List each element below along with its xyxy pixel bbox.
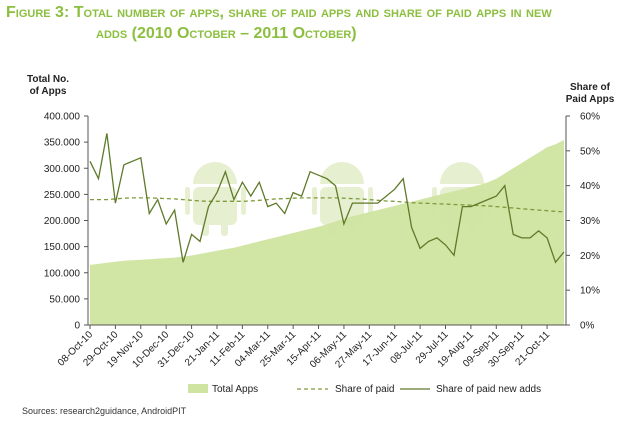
legend-label-share-of-paid-new-adds: Share of paid new adds (436, 384, 541, 395)
left-tick-label: 250.000 (44, 190, 81, 201)
legend-label-total-apps: Total Apps (212, 384, 258, 395)
left-tick-label: 350.000 (44, 138, 81, 149)
legend-swatch-total-apps (188, 384, 208, 393)
series-total-apps-area (90, 140, 564, 325)
right-tick-label: 10% (580, 286, 600, 297)
android-watermark-icon (185, 162, 246, 236)
left-tick-label: 0 (74, 321, 80, 332)
left-tick-label: 300.000 (44, 164, 81, 175)
left-tick-label: 400.000 (44, 112, 81, 123)
right-tick-label: 60% (580, 112, 600, 123)
figure-caption: Figure 3: Total number of apps, share of… (6, 2, 636, 44)
legend-label-share-of-paid: Share of paid (335, 384, 395, 395)
figure-number: Figure 3: (6, 4, 70, 21)
series-share-of-paid-line (90, 197, 565, 213)
source-note: Sources: research2guidance, AndroidPIT (22, 406, 187, 416)
left-axis-title: Total No. (27, 74, 69, 85)
series-share-of-paid-new-adds-line (89, 133, 565, 264)
left-tick-label: 50.000 (49, 294, 80, 305)
figure-title-line-2: adds (2010 October – 2011 October) (96, 25, 357, 42)
figure-title-line-1: Total number of apps, share of paid apps… (73, 4, 552, 21)
right-tick-label: 30% (580, 216, 600, 227)
right-axis-title: Share of (570, 82, 611, 93)
right-tick-label: 20% (580, 251, 600, 262)
left-axis-title: of Apps (30, 86, 67, 97)
left-tick-label: 100.000 (44, 268, 81, 279)
right-tick-label: 40% (580, 181, 600, 192)
right-tick-label: 0% (580, 321, 595, 332)
right-tick-label: 50% (580, 146, 600, 157)
right-axis-title: Paid Apps (566, 94, 615, 105)
left-tick-label: 150.000 (44, 242, 81, 253)
left-tick-label: 200.000 (44, 216, 81, 227)
